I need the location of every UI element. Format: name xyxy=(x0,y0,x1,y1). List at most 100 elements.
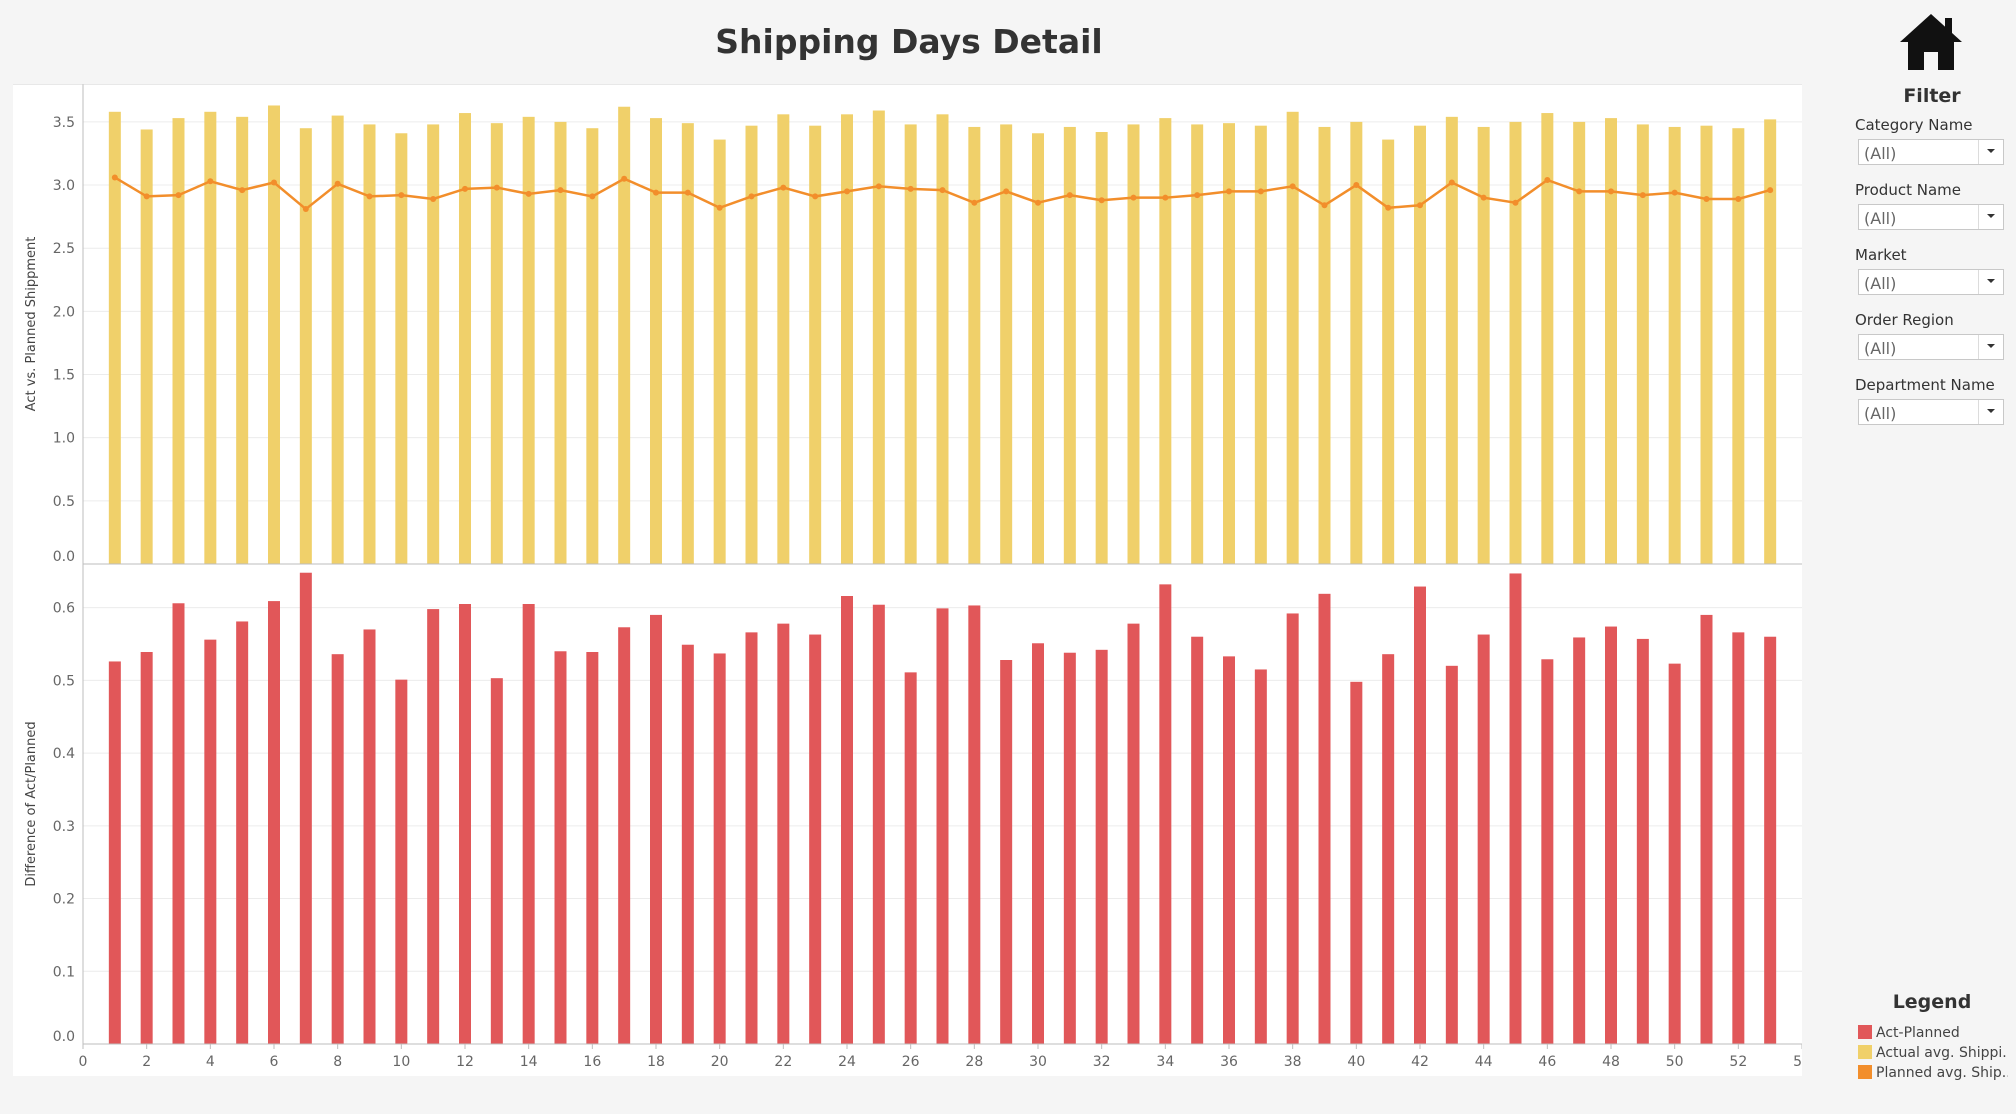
line-point xyxy=(748,193,755,200)
line-point xyxy=(175,192,182,199)
bar xyxy=(777,114,790,564)
page-title: Shipping Days Detail xyxy=(715,22,1103,61)
bar xyxy=(1477,634,1490,1044)
line-point xyxy=(1480,194,1487,201)
bar xyxy=(968,605,981,1044)
y-tick-label: 1.5 xyxy=(53,368,75,384)
filter-dropdown[interactable]: (All) xyxy=(1858,269,2004,295)
bar xyxy=(268,105,280,564)
filter-dropdown[interactable]: (All) xyxy=(1858,399,2004,425)
bar xyxy=(1350,121,1363,564)
bar xyxy=(1573,637,1586,1044)
line-point xyxy=(1162,194,1169,201)
line-point xyxy=(143,193,150,200)
x-tick-label: 4 xyxy=(206,1054,215,1070)
filter-dropdown-value: (All) xyxy=(1864,144,1897,163)
bar xyxy=(1159,118,1172,565)
line-point xyxy=(1353,182,1360,189)
x-tick-label: 54 xyxy=(1793,1054,1802,1070)
filter-dropdown[interactable]: (All) xyxy=(1858,139,2004,165)
line-point xyxy=(1639,192,1646,199)
bar xyxy=(841,114,853,564)
y-tick-label: 2.5 xyxy=(53,241,75,257)
chevron-down-icon[interactable] xyxy=(1978,140,2003,164)
bar xyxy=(522,116,535,564)
bar xyxy=(1764,119,1777,565)
bar xyxy=(1223,656,1235,1044)
bar xyxy=(650,614,662,1044)
bar xyxy=(172,118,185,565)
line-point xyxy=(1194,192,1201,199)
bar xyxy=(299,128,312,565)
chevron-down-icon[interactable] xyxy=(1978,400,2003,424)
x-tick-label: 34 xyxy=(1156,1054,1174,1070)
y-tick-label: 0.3 xyxy=(53,819,75,835)
x-tick-label: 20 xyxy=(711,1054,729,1070)
line-point xyxy=(939,187,946,194)
bar xyxy=(1605,626,1617,1044)
home-icon[interactable] xyxy=(1898,12,1964,72)
legend-item: Actual avg. Shippi.. xyxy=(1858,1045,2008,1063)
bar xyxy=(1350,681,1363,1044)
bar xyxy=(395,679,408,1044)
bar xyxy=(331,654,344,1044)
x-tick-label: 0 xyxy=(79,1054,88,1070)
bar xyxy=(554,121,567,564)
line-point xyxy=(111,174,118,181)
bar xyxy=(618,627,631,1044)
bar xyxy=(554,651,567,1044)
line-point xyxy=(812,193,819,200)
bar xyxy=(331,115,344,564)
x-tick-label: 38 xyxy=(1284,1054,1302,1070)
line-point xyxy=(557,187,564,194)
bar xyxy=(1382,654,1395,1044)
bar xyxy=(108,111,121,564)
chevron-down-icon[interactable] xyxy=(1978,205,2003,229)
x-tick-label: 48 xyxy=(1602,1054,1620,1070)
bar xyxy=(1636,124,1649,564)
line-point xyxy=(653,189,659,196)
x-tick-label: 26 xyxy=(902,1054,920,1070)
y-tick-label: 2.0 xyxy=(53,304,75,320)
bar xyxy=(809,125,822,565)
x-tick-label: 50 xyxy=(1666,1054,1684,1070)
line-point xyxy=(1767,187,1774,194)
line-point xyxy=(1226,188,1232,195)
filter-title: Filter xyxy=(1903,85,1961,107)
shipment-chart: 0.0 0.5 1.0 1.5 2.0 2.5 3.0 3.5 Act vs. Planned … xyxy=(24,84,1802,565)
y-tick-label: 1.0 xyxy=(53,431,75,447)
filter-dropdown[interactable]: (All) xyxy=(1858,204,2004,230)
bar xyxy=(1414,586,1426,1044)
line-point xyxy=(430,195,437,202)
y-tick-label: 0.5 xyxy=(53,673,75,689)
bar xyxy=(872,604,885,1044)
bar xyxy=(586,128,599,565)
line-point xyxy=(462,185,468,192)
legend-title: Legend xyxy=(1892,991,1972,1013)
bar xyxy=(1573,121,1586,564)
bar xyxy=(1700,125,1713,565)
bar xyxy=(936,608,949,1044)
line-point xyxy=(493,184,500,191)
chevron-down-icon[interactable] xyxy=(1978,335,2003,359)
x-tick-label: 22 xyxy=(774,1054,792,1070)
line-point xyxy=(1608,188,1614,195)
chevron-down-icon[interactable] xyxy=(1978,270,2003,294)
bar xyxy=(1700,614,1713,1044)
line-point xyxy=(1544,177,1551,183)
bar xyxy=(1127,623,1140,1044)
bar xyxy=(1127,124,1140,564)
bar xyxy=(1509,121,1522,564)
x-tick-label: 32 xyxy=(1093,1054,1111,1070)
legend-item: Planned avg. Ship.. xyxy=(1858,1065,2008,1083)
line-point xyxy=(1385,204,1392,211)
x-tick-label: 18 xyxy=(647,1054,665,1070)
bar xyxy=(204,111,217,564)
x-tick-label: 28 xyxy=(965,1054,983,1070)
legend-item: Act-Planned xyxy=(1858,1025,2008,1043)
bar xyxy=(650,118,662,565)
bar xyxy=(841,596,853,1044)
filter-dropdown[interactable]: (All) xyxy=(1858,334,2004,360)
bar xyxy=(1477,126,1490,564)
bar xyxy=(1191,636,1204,1044)
